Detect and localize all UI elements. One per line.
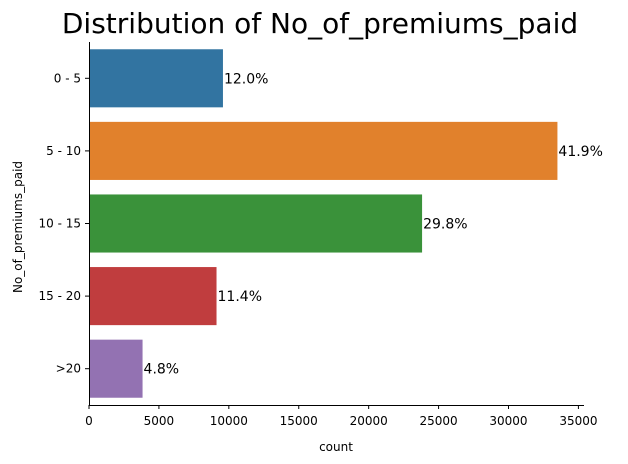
x-tick-label: 10000 [210,414,248,428]
x-tick-label: 15000 [280,414,318,428]
x-tick-label: 30000 [489,414,527,428]
bar-data-label: 11.4% [218,289,262,305]
x-tick-label: 0 [85,414,93,428]
bar-4 [89,339,143,398]
x-ticks-group: 0 5000 10000 15000 20000 25000 30000 35000 [85,405,598,428]
y-ticks-group: 0 - 5 5 - 10 10 - 15 15 - 20 >20 [39,71,89,376]
bar-data-label: 4.8% [144,362,180,378]
chart-title: Distribution of No_of_premiums_paid [62,7,578,40]
bar-0 [89,49,223,108]
bar-data-label: 41.9% [558,144,602,160]
y-tick-label: 15 - 20 [39,289,82,303]
x-tick-label: 25000 [419,414,457,428]
y-tick-label: 0 - 5 [54,71,81,85]
y-tick-label: 10 - 15 [39,217,82,231]
data-labels-group: 12.0% 41.9% 29.8% 11.4% 4.8% [144,71,603,377]
bars-group [89,49,558,398]
bar-3 [89,267,217,326]
x-tick-label: 5000 [144,414,175,428]
bar-1 [89,121,558,180]
y-tick-label: >20 [56,362,81,376]
y-tick-label: 5 - 10 [46,144,81,158]
x-axis-label: count [319,440,353,454]
x-tick-label: 20000 [350,414,388,428]
y-axis-label: No_of_premiums_paid [11,161,25,293]
bar-data-label: 12.0% [224,71,268,87]
bar-2 [89,194,423,253]
bar-data-label: 29.8% [423,217,467,233]
x-tick-label: 35000 [559,414,597,428]
